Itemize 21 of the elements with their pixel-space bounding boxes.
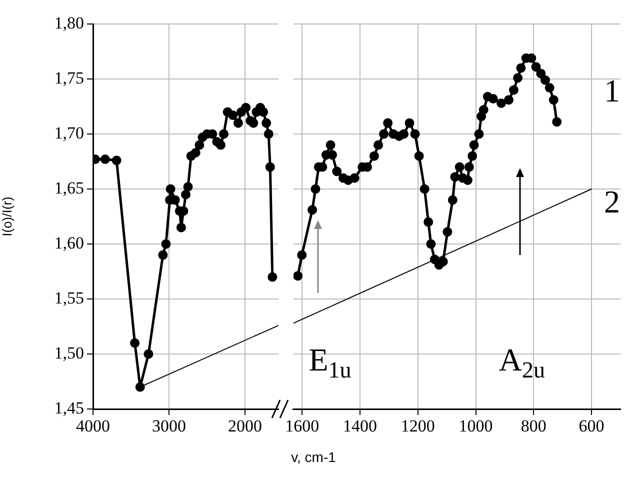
x-tick-label: 1000 (458, 416, 493, 436)
x-tick-label: 800 (520, 416, 546, 436)
x-tick-label: 1200 (400, 416, 435, 436)
x-tick-label: 1600 (285, 416, 320, 436)
x-tick-label: 3000 (152, 416, 186, 436)
annotation: 2 (604, 183, 620, 220)
x-tick-label: 600 (578, 416, 604, 436)
y-tick-label: 1,75 (54, 68, 84, 88)
y-tick-label: 1,65 (54, 178, 84, 198)
y-axis-title: I(o)/I(r) (0, 196, 14, 236)
y-tick-label: 1,50 (54, 343, 84, 362)
x-tick-label: 4000 (76, 416, 110, 436)
y-tick-label: 1,60 (54, 233, 84, 252)
y-tick-label: 1,55 (54, 288, 84, 308)
x-axis-title: v, cm-1 (290, 449, 337, 465)
y-tick-label: 1,80 (54, 13, 84, 32)
x-tick-label: 2000 (228, 416, 262, 436)
y-tick-label: 1,45 (54, 398, 84, 418)
annotation: 1 (604, 72, 620, 108)
x-tick-label: 1400 (343, 416, 378, 436)
y-tick-label: 1,70 (54, 123, 84, 142)
